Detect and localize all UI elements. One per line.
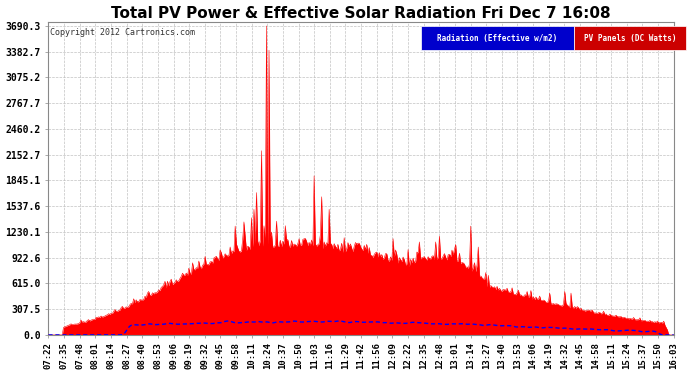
Bar xyxy=(420,26,573,50)
Text: PV Panels (DC Watts): PV Panels (DC Watts) xyxy=(584,34,676,43)
Text: Copyright 2012 Cartronics.com: Copyright 2012 Cartronics.com xyxy=(50,28,195,37)
Bar xyxy=(573,26,687,50)
Title: Total PV Power & Effective Solar Radiation Fri Dec 7 16:08: Total PV Power & Effective Solar Radiati… xyxy=(111,6,611,21)
Text: Radiation (Effective w/m2): Radiation (Effective w/m2) xyxy=(437,34,558,43)
